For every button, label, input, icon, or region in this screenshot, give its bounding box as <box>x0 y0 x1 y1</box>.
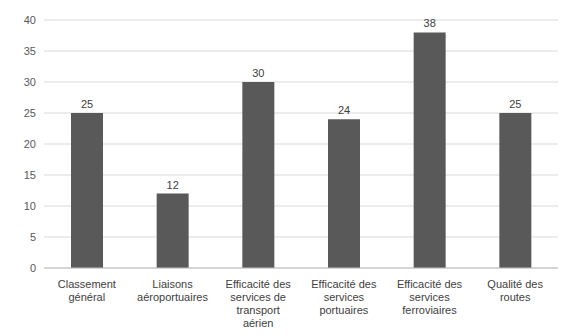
svg-text:12: 12 <box>167 179 179 191</box>
svg-text:15: 15 <box>24 169 36 181</box>
svg-text:Efficacité des: Efficacité des <box>311 278 377 290</box>
svg-text:ferroviaires: ferroviaires <box>402 304 457 316</box>
svg-text:services de: services de <box>230 291 286 303</box>
svg-text:transport: transport <box>236 304 279 316</box>
svg-text:0: 0 <box>30 262 36 274</box>
svg-text:25: 25 <box>81 98 93 110</box>
svg-text:aéroportuaires: aéroportuaires <box>137 291 208 303</box>
svg-text:30: 30 <box>252 67 264 79</box>
svg-text:5: 5 <box>30 231 36 243</box>
svg-text:20: 20 <box>24 138 36 150</box>
svg-text:services: services <box>324 291 365 303</box>
svg-text:24: 24 <box>338 104 350 116</box>
svg-text:Qualité des: Qualité des <box>487 278 543 290</box>
svg-text:Efficacité des: Efficacité des <box>226 278 292 290</box>
svg-text:10: 10 <box>24 200 36 212</box>
svg-text:Classement: Classement <box>58 278 116 290</box>
svg-text:services: services <box>409 291 450 303</box>
svg-text:30: 30 <box>24 76 36 88</box>
svg-text:Efficacité des: Efficacité des <box>397 278 463 290</box>
svg-text:aérien: aérien <box>243 317 274 328</box>
svg-text:Liaisons: Liaisons <box>152 278 193 290</box>
svg-text:38: 38 <box>424 17 436 29</box>
svg-text:35: 35 <box>24 45 36 57</box>
svg-text:général: général <box>68 291 105 303</box>
svg-text:portuaires: portuaires <box>319 304 368 316</box>
svg-text:25: 25 <box>509 98 521 110</box>
svg-text:25: 25 <box>24 107 36 119</box>
svg-text:routes: routes <box>500 291 531 303</box>
svg-text:40: 40 <box>24 14 36 26</box>
